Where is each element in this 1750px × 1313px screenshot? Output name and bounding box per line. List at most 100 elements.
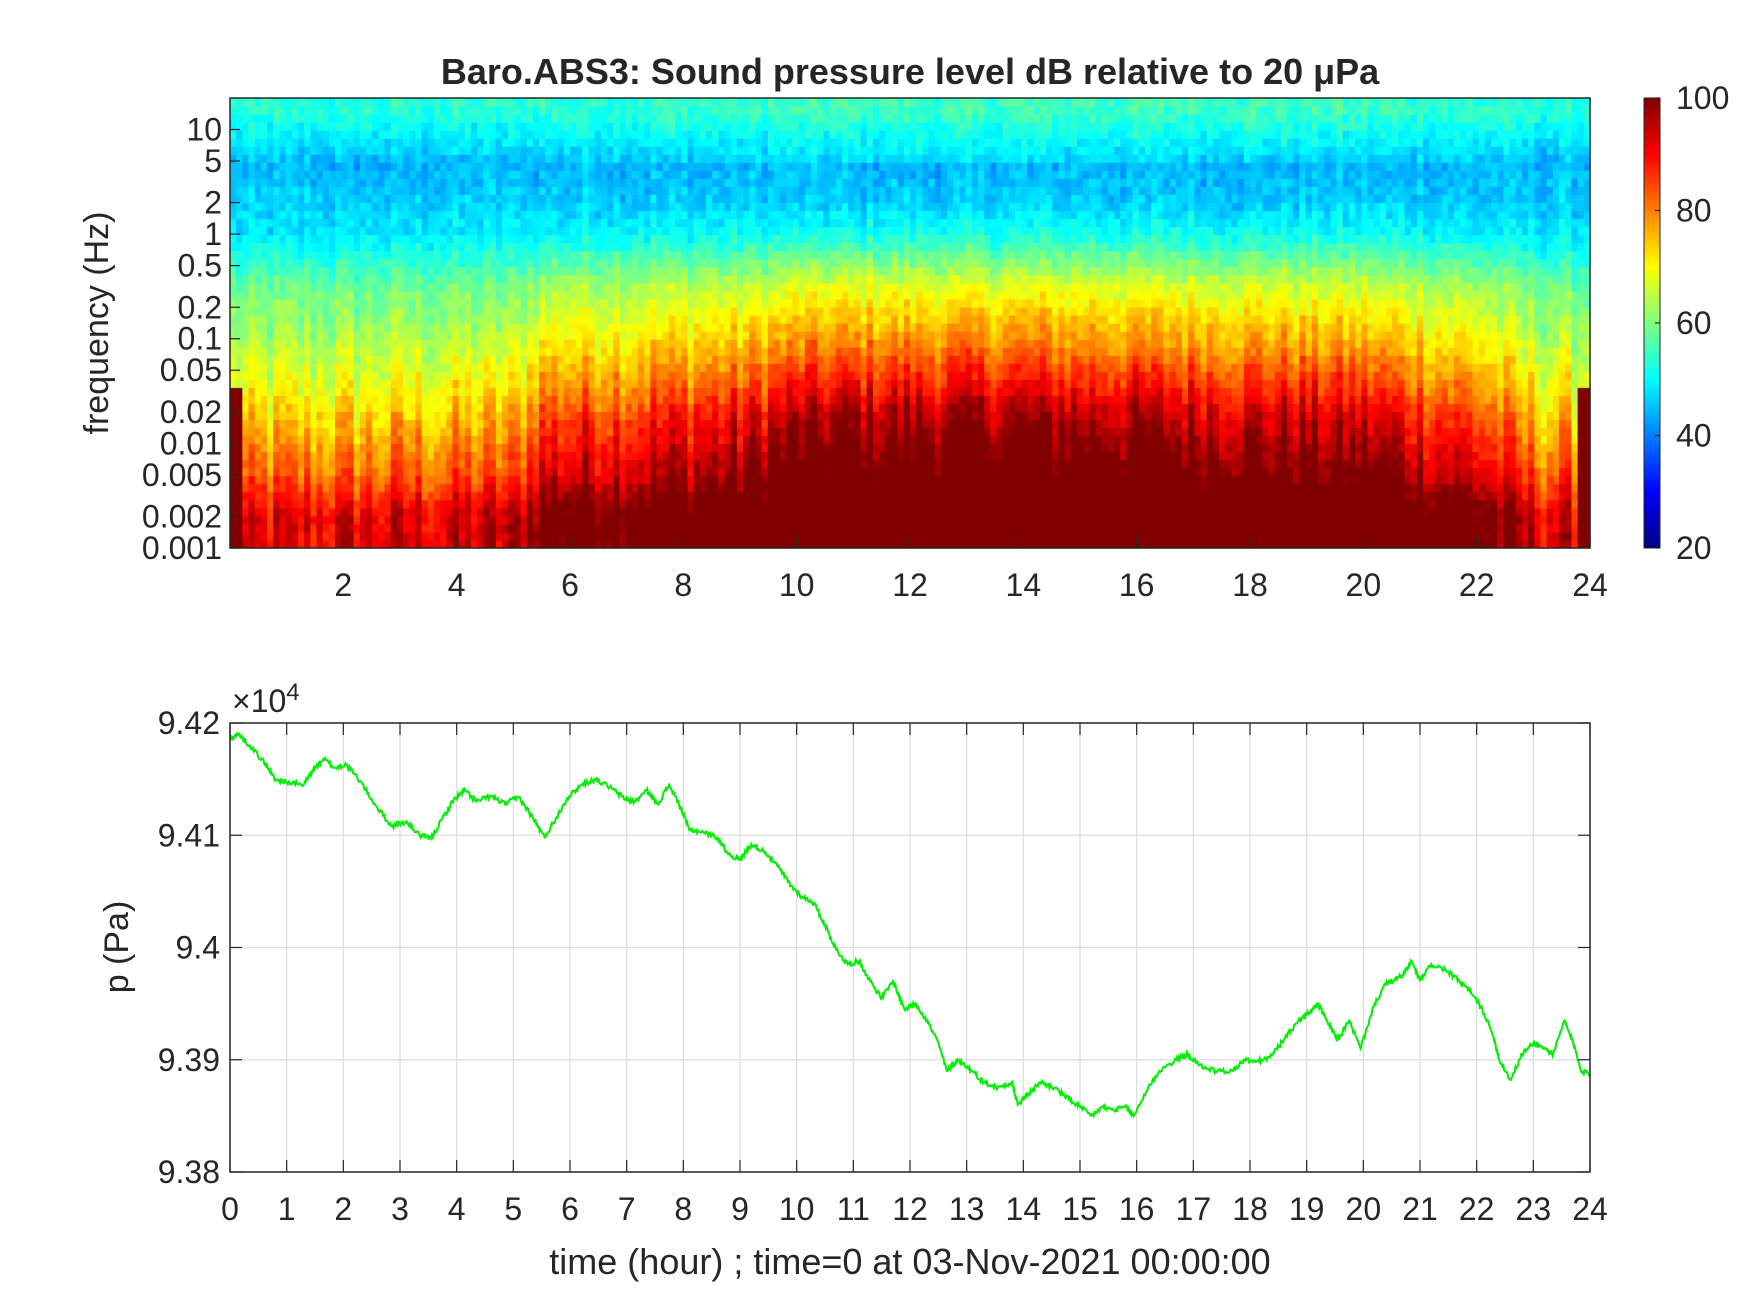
spectrogram-cell <box>372 314 379 324</box>
spectrogram-cell <box>619 210 627 220</box>
spectrogram-cell <box>631 106 639 115</box>
spectrogram-cell <box>384 194 392 204</box>
spectrogram-cell <box>668 122 676 131</box>
spectrogram-cell <box>576 387 583 396</box>
spectrogram-cell <box>279 379 287 388</box>
spectrogram-cell <box>687 515 695 525</box>
spectrogram-cell <box>273 395 281 404</box>
spectrogram-cell <box>285 475 293 485</box>
spectrogram-cell <box>384 154 392 163</box>
spectrogram-cell <box>743 451 750 461</box>
spectrogram-cell <box>514 298 522 308</box>
spectrogram-cell <box>427 242 435 252</box>
spectrogram-cell <box>372 122 379 131</box>
spectrogram-cell <box>434 258 441 268</box>
spectrogram-cell <box>372 226 379 236</box>
spectrogram-cell <box>242 523 250 533</box>
spectrogram-cell <box>514 234 522 244</box>
spectrogram-cell <box>304 459 311 469</box>
spectrogram-cell <box>594 347 602 356</box>
spectrogram-cell <box>687 266 695 276</box>
spectrogram-cell <box>532 443 540 453</box>
spectrogram-cell <box>502 282 509 292</box>
spectrogram-cell <box>378 475 386 485</box>
spectrogram-cell <box>539 539 546 549</box>
spectrogram-cell <box>384 146 392 155</box>
spectrogram-cell <box>390 387 398 396</box>
spectrogram-cell <box>248 331 256 340</box>
spectrogram-cell <box>440 314 447 324</box>
spectrogram-cell <box>706 491 713 501</box>
spectrogram-cell <box>526 323 534 332</box>
spectrogram-cell <box>607 266 614 276</box>
spectrogram-cell <box>607 290 614 300</box>
spectrogram-cell <box>378 451 386 461</box>
spectrogram-cell <box>600 539 608 549</box>
spectrogram-cell <box>341 258 349 268</box>
spectrogram-cell <box>594 202 602 212</box>
spectrogram-cell <box>403 298 410 308</box>
spectrogram-cell <box>477 427 485 437</box>
spectrogram-cell <box>662 467 670 477</box>
spectrogram-cell <box>440 154 447 163</box>
spectrogram-cell <box>298 515 305 525</box>
spectrogram-cell <box>254 194 262 204</box>
spectrogram-cell <box>328 202 336 212</box>
spectrogram-cell <box>557 459 565 469</box>
spectrogram-cell <box>532 491 540 501</box>
spectrogram-cell <box>254 467 262 477</box>
spectrogram-cell <box>743 194 750 204</box>
spectrogram-cell <box>545 459 553 469</box>
spectrogram-cell <box>378 306 386 316</box>
spectrogram-cell <box>502 202 509 212</box>
spectrogram-cell <box>780 531 787 541</box>
spectrogram-cell <box>390 371 398 380</box>
spectrogram-cell <box>526 467 534 477</box>
spectrogram-cell <box>242 507 250 517</box>
spectrogram-cell <box>260 162 268 171</box>
spectrogram-cell <box>254 347 262 356</box>
spectrogram-cell <box>341 387 349 396</box>
spectrogram-cell <box>464 298 472 308</box>
spectrogram-cell <box>706 146 713 155</box>
spectrogram-cell <box>341 539 349 549</box>
spectrogram-cell <box>440 98 447 107</box>
spectrogram-cell <box>520 491 528 501</box>
spectrogram-cell <box>687 443 695 453</box>
spectrogram-cell <box>631 459 639 469</box>
spectrogram-cell <box>322 282 330 292</box>
spectrogram-cell <box>471 98 478 107</box>
spectrogram-cell <box>699 234 707 244</box>
spectrogram-cell <box>582 515 590 525</box>
spectrogram-cell <box>322 347 330 356</box>
spectrogram-cell <box>483 515 491 525</box>
spectrogram-cell <box>415 210 423 220</box>
spectrogram-cell <box>260 459 268 469</box>
spectrogram-cell <box>279 459 287 469</box>
spectrogram-cell <box>570 491 577 501</box>
spectrogram-cell <box>631 379 639 388</box>
spectrogram-cell <box>514 419 522 429</box>
spectrogram-cell <box>576 130 583 139</box>
spectrogram-cell <box>366 515 373 525</box>
spectrogram-cell <box>267 403 274 412</box>
spectrogram-cell <box>625 274 633 284</box>
spectrogram-cell <box>644 347 651 356</box>
spectrogram-cell <box>378 106 386 115</box>
spectrogram-cell <box>557 290 565 300</box>
spectrogram-cell <box>458 459 466 469</box>
spectrogram-cell <box>322 499 330 509</box>
spectrogram-cell <box>563 282 571 292</box>
spectrogram-cell <box>378 411 386 421</box>
spectrogram-cell <box>378 314 386 324</box>
spectrogram-cell <box>650 242 658 252</box>
spectrogram-cell <box>285 242 293 252</box>
spectrogram-cell <box>489 523 497 533</box>
spectrogram-cell <box>298 178 305 187</box>
spectrogram-cell <box>427 98 435 107</box>
spectrogram-cell <box>267 242 274 252</box>
spectrogram-cell <box>594 467 602 477</box>
spectrogram-cell <box>316 523 324 533</box>
spectrogram-cell <box>477 355 485 364</box>
spectrogram-cell <box>440 523 447 533</box>
